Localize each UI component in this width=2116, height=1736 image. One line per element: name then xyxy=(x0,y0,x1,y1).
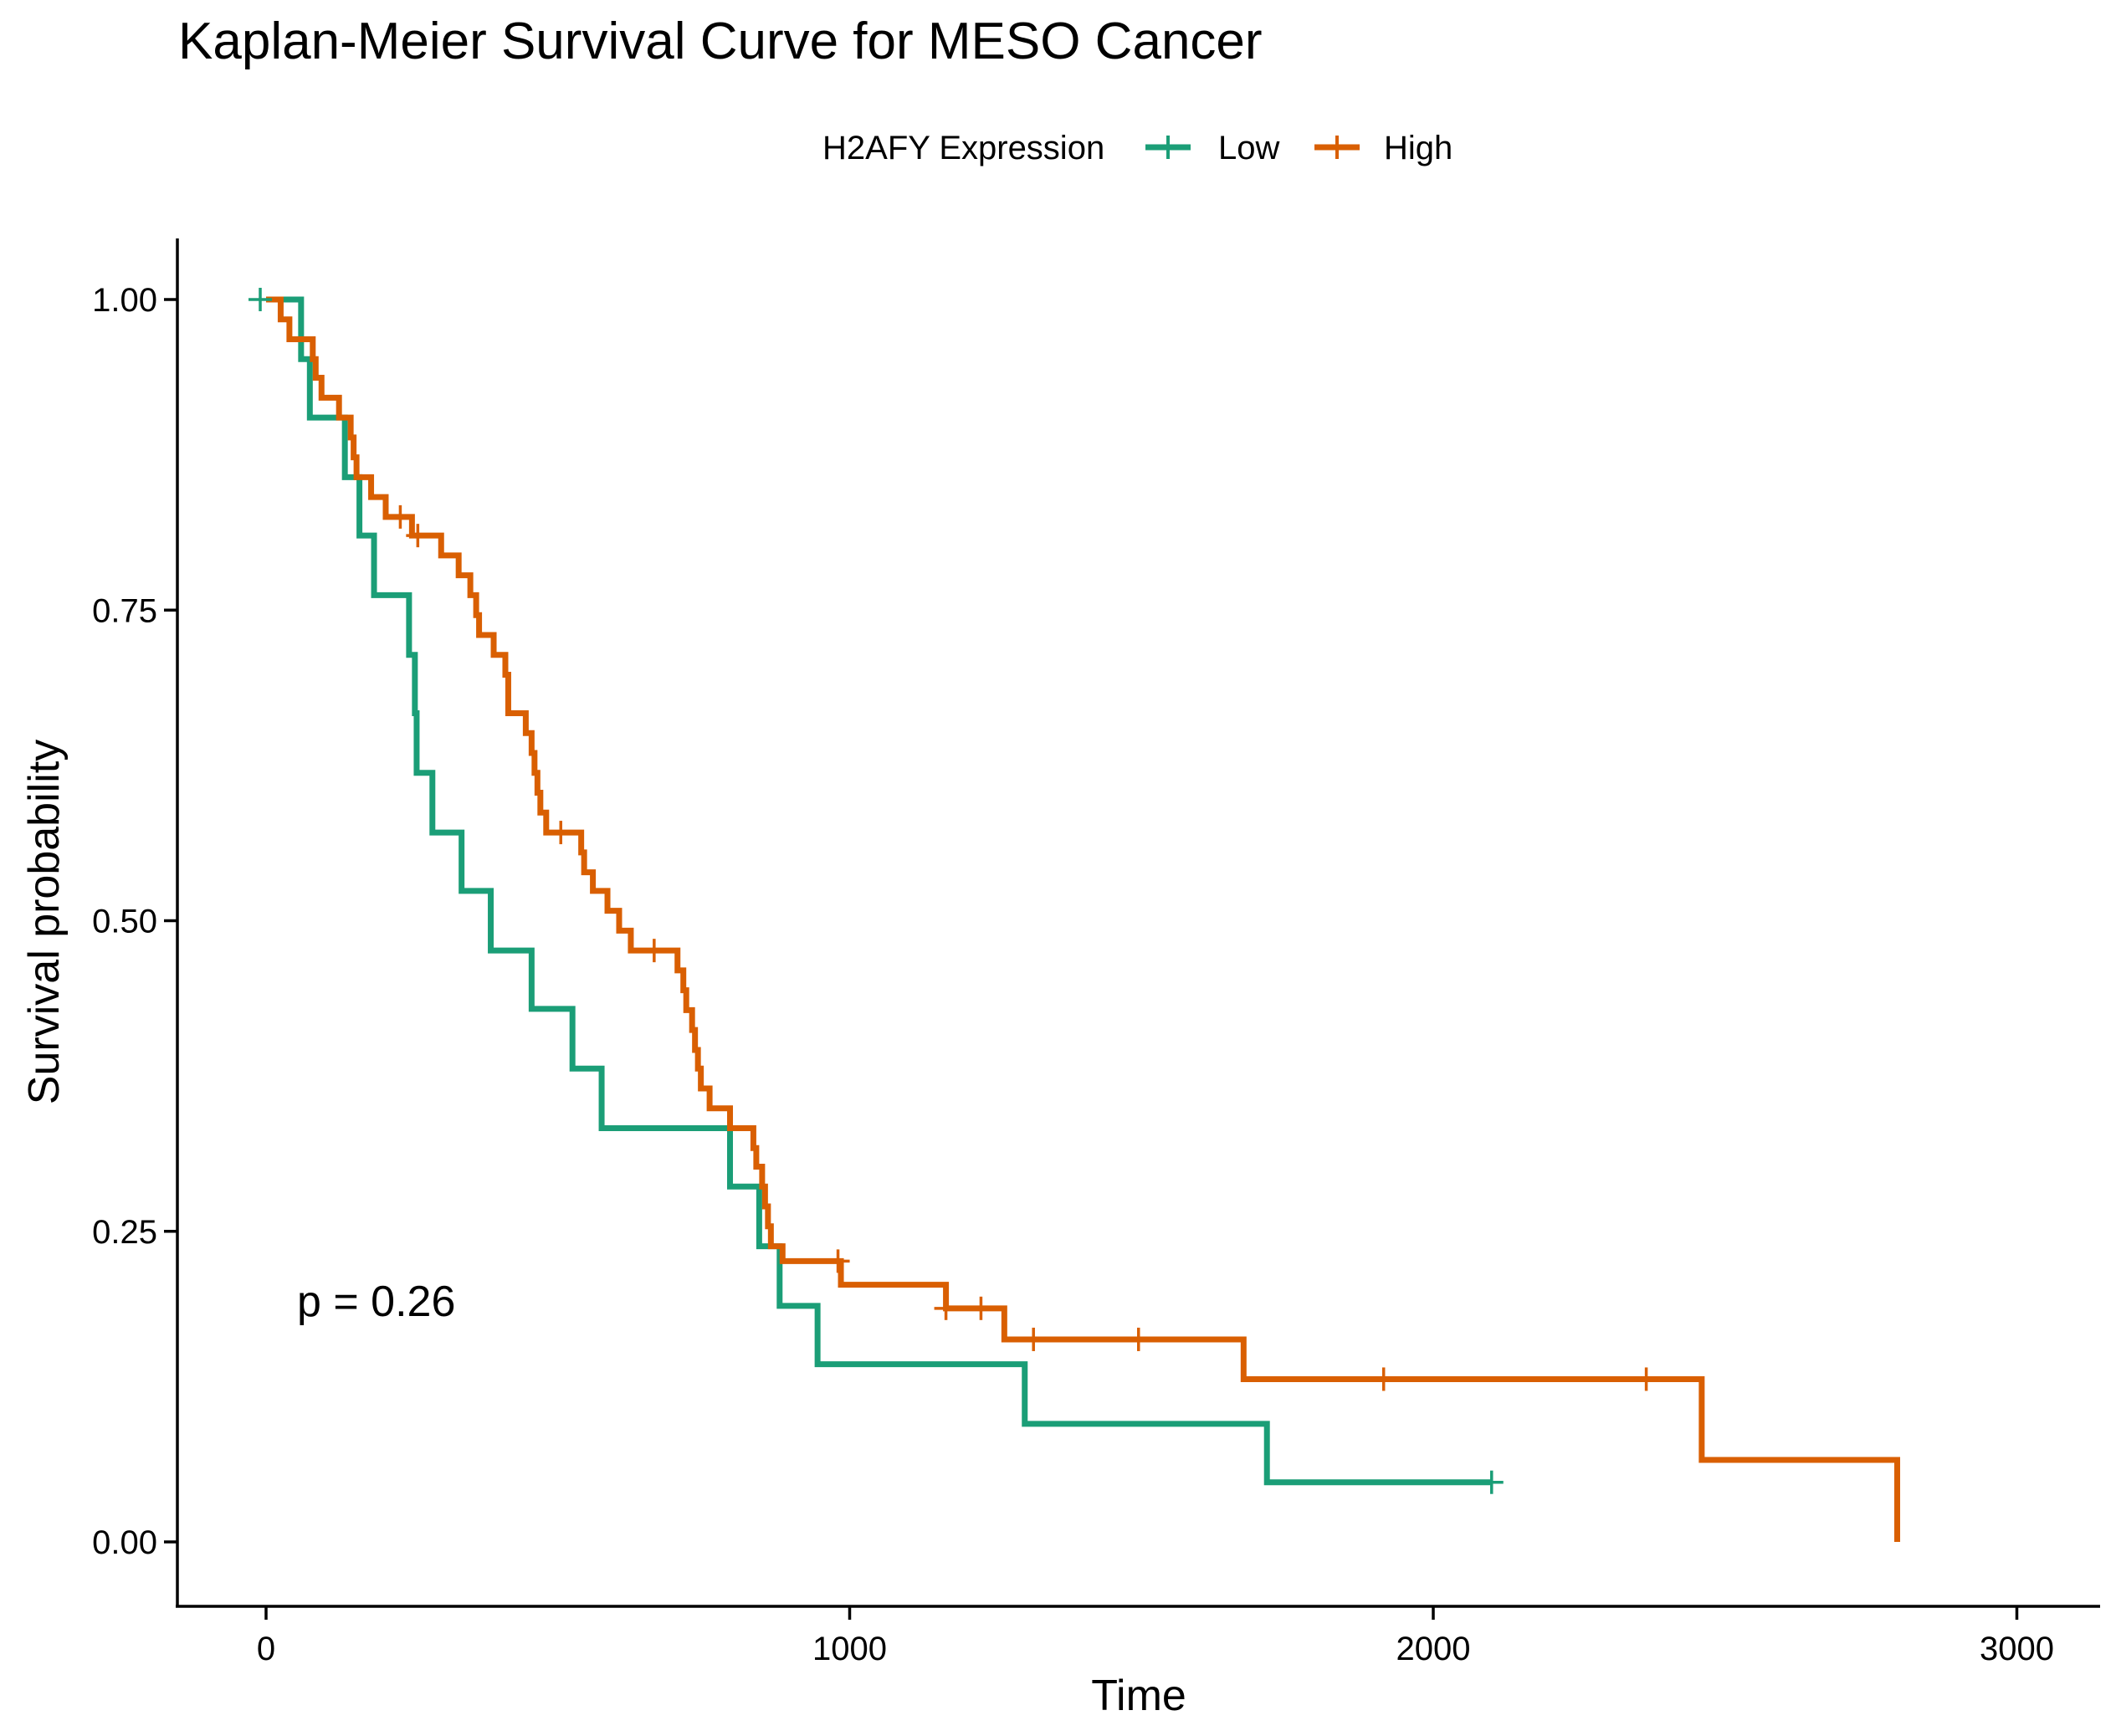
x-axis-ticks: 0 1000 2000 3000 xyxy=(257,1606,2054,1667)
y-axis-title: Survival probability xyxy=(20,740,69,1104)
y-tick-label: 0.25 xyxy=(92,1214,157,1251)
censor-mark-high xyxy=(1371,1367,1396,1391)
censor-mark-high xyxy=(1022,1327,1046,1351)
censor-mark-low xyxy=(1479,1470,1504,1494)
y-tick-label: 0.00 xyxy=(92,1524,157,1561)
censor-mark-high xyxy=(969,1296,993,1320)
x-tick-label: 1000 xyxy=(812,1631,887,1667)
censor-mark-high xyxy=(388,504,412,529)
x-tick-label: 3000 xyxy=(1980,1631,2054,1667)
censor-mark-high xyxy=(934,1296,958,1320)
legend-label-high: High xyxy=(1384,130,1453,166)
censor-mark-high xyxy=(406,524,430,548)
x-tick-label: 2000 xyxy=(1396,1631,1471,1667)
legend-title: H2AFY Expression xyxy=(822,130,1104,166)
p-value-annotation: p = 0.26 xyxy=(297,1278,455,1326)
x-axis-title: Time xyxy=(1091,1672,1186,1720)
censor-mark-low xyxy=(248,288,273,311)
curve-high xyxy=(266,296,1901,1542)
censor-mark-high xyxy=(1634,1367,1658,1391)
y-axis-ticks: 0.00 0.25 0.50 0.75 1.00 xyxy=(92,282,177,1561)
censor-marks xyxy=(248,288,1658,1494)
legend: H2AFY Expression Low High xyxy=(822,130,1453,166)
survival-curves xyxy=(266,296,1901,1542)
y-tick-label: 0.50 xyxy=(92,904,157,940)
plot-area xyxy=(248,288,1901,1542)
censor-mark-high xyxy=(642,939,666,963)
legend-label-low: Low xyxy=(1218,130,1279,166)
legend-key-high xyxy=(1314,136,1360,159)
censor-mark-high xyxy=(549,821,573,845)
censor-mark-high xyxy=(826,1249,850,1273)
censor-mark-high xyxy=(1126,1327,1150,1351)
legend-key-low xyxy=(1145,136,1191,159)
y-tick-label: 1.00 xyxy=(92,282,157,319)
y-tick-label: 0.75 xyxy=(92,592,157,629)
x-tick-label: 0 xyxy=(257,1631,275,1667)
chart-title: Kaplan-Meier Survival Curve for MESO Can… xyxy=(178,13,1263,70)
